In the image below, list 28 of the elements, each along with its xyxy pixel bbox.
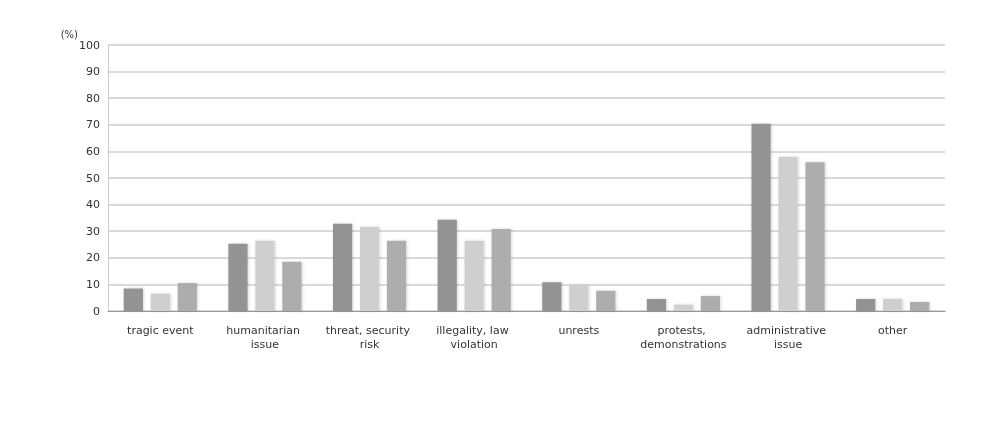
y-tick-label: 10 [86,277,100,291]
y-tick-label: 50 [86,171,100,185]
y-tick-label: 20 [86,251,100,265]
y-tick-label: 100 [79,38,100,52]
x-tick-label: tragic event [127,323,195,337]
bar [177,283,197,311]
y-tick-label: 90 [86,65,100,79]
bar [596,290,616,311]
y-tick-label: 60 [86,144,100,158]
bar [491,229,511,311]
x-tick-label: threat, security risk [325,323,414,351]
x-tick-label: protests, demonstrations [640,323,727,351]
bar [386,240,407,311]
y-tick-label: 30 [86,224,100,238]
x-tick-label: unrests [558,323,600,337]
x-tick-label: illegality, law violation [436,323,513,351]
x-tick-label: administrative issue [746,323,830,351]
y-tick-label: 80 [86,91,100,105]
y-axis-title: (%) [60,29,79,41]
bar [805,162,825,311]
x-tick-label: other [878,323,908,337]
bar [282,261,302,311]
y-tick-label: 0 [93,304,100,318]
y-tick-label: 70 [86,118,100,132]
x-tick-label: humanitarian issue [226,323,304,351]
bar [700,296,721,311]
bar [910,301,930,311]
y-tick-label: 40 [86,198,100,212]
